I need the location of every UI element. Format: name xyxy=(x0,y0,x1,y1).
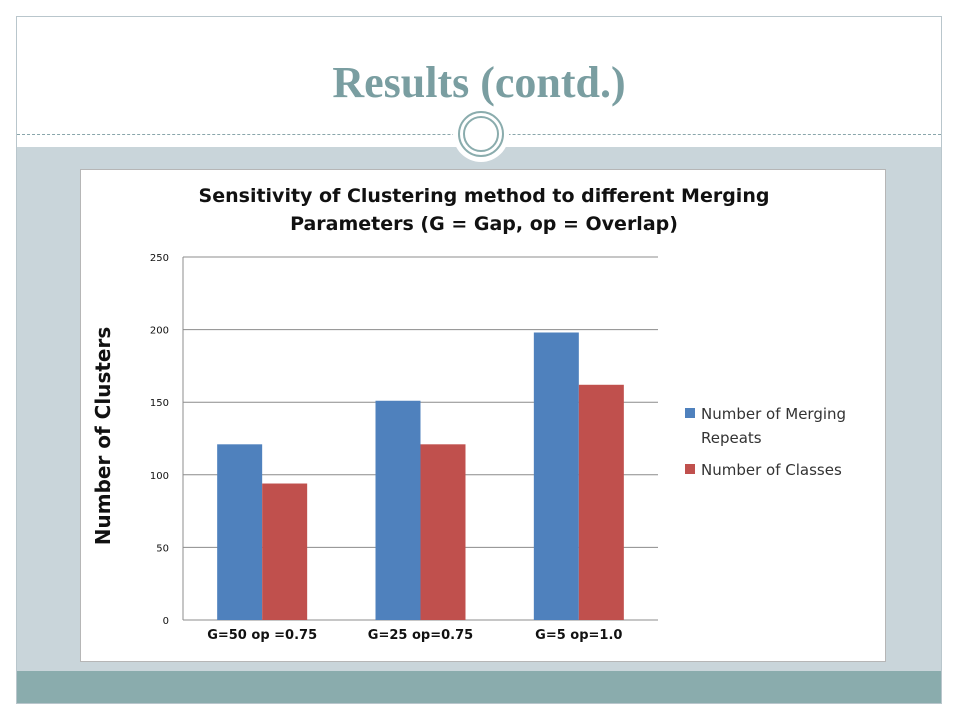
legend-swatch xyxy=(685,464,695,474)
bar-chart: 0 50 100 150 200 250 G=50 op =0.75 G=25 op=0.75… xyxy=(150,253,658,643)
slide-title: Results (contd.) xyxy=(332,58,626,107)
bar-merging-repeats xyxy=(217,444,263,620)
legend-item: Number of Classes xyxy=(685,458,880,482)
chart-title-line-2: Parameters (G = Gap, op = Overlap) xyxy=(290,213,678,235)
chart-title-line-1: Sensitivity of Clustering method to diff… xyxy=(198,185,770,207)
bar-classes xyxy=(262,483,308,620)
legend-label: Number of Merging Repeats xyxy=(701,405,847,447)
y-tick-label: 50 xyxy=(156,543,169,554)
bar-merging-repeats xyxy=(533,332,579,620)
y-tick-label: 250 xyxy=(150,253,169,264)
footer-band xyxy=(17,671,941,703)
legend-item: Number of Merging Repeats xyxy=(685,402,880,450)
x-tick-label: G=50 op =0.75 xyxy=(207,628,317,643)
y-tick-label: 0 xyxy=(163,616,169,627)
y-tick-label: 100 xyxy=(150,471,169,482)
legend-swatch xyxy=(685,408,695,418)
circle-ornament-icon xyxy=(453,106,509,162)
y-tick-label: 150 xyxy=(150,398,169,409)
y-tick-label: 200 xyxy=(150,326,169,337)
chart-panel: Sensitivity of Clustering method to diff… xyxy=(80,169,886,662)
legend-label: Number of Classes xyxy=(701,461,842,479)
x-tick-label: G=5 op=1.0 xyxy=(535,628,622,643)
chart-title: Sensitivity of Clustering method to diff… xyxy=(81,182,887,238)
bar-classes xyxy=(578,384,624,620)
bar-classes xyxy=(420,444,466,620)
bar-merging-repeats xyxy=(375,400,421,620)
chart-legend: Number of Merging Repeats Number of Class… xyxy=(685,402,880,490)
x-tick-label: G=25 op=0.75 xyxy=(368,628,473,643)
